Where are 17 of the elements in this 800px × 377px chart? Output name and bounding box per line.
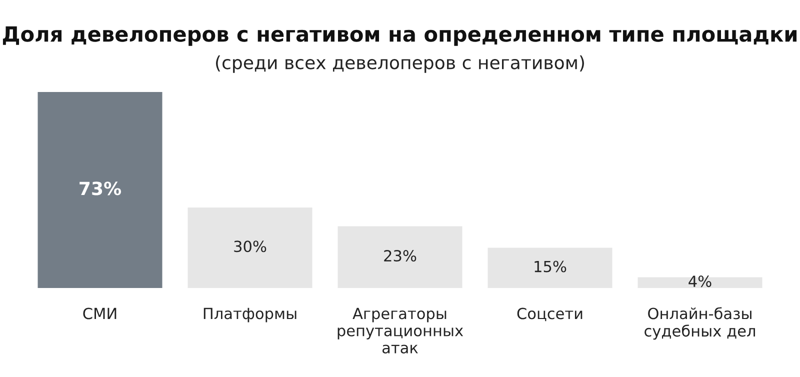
- x-tick-label: Платформы: [204, 308, 296, 322]
- data-label: 23%: [384, 250, 416, 262]
- bar: [338, 226, 462, 288]
- x-tick-label: Соцсети: [517, 308, 582, 322]
- data-label: 15%: [534, 260, 566, 272]
- chart-title: Доля девелоперов с негативом на определенном типе площадки: [2, 26, 797, 46]
- bar: [638, 277, 762, 288]
- x-tick-label: Онлайн-базы судебных дел: [644, 307, 755, 340]
- bar: [488, 248, 612, 288]
- bar: [38, 92, 162, 288]
- x-tick-label: Агрегаторы репутационных атак: [338, 308, 464, 354]
- data-label: 4%: [688, 276, 712, 288]
- data-label: 30%: [234, 240, 266, 252]
- data-label: 73%: [80, 182, 122, 196]
- bar: [188, 207, 312, 288]
- chart-subtitle: (среди всех девелоперов с негативом): [216, 55, 584, 73]
- x-tick-label: СМИ: [83, 308, 116, 320]
